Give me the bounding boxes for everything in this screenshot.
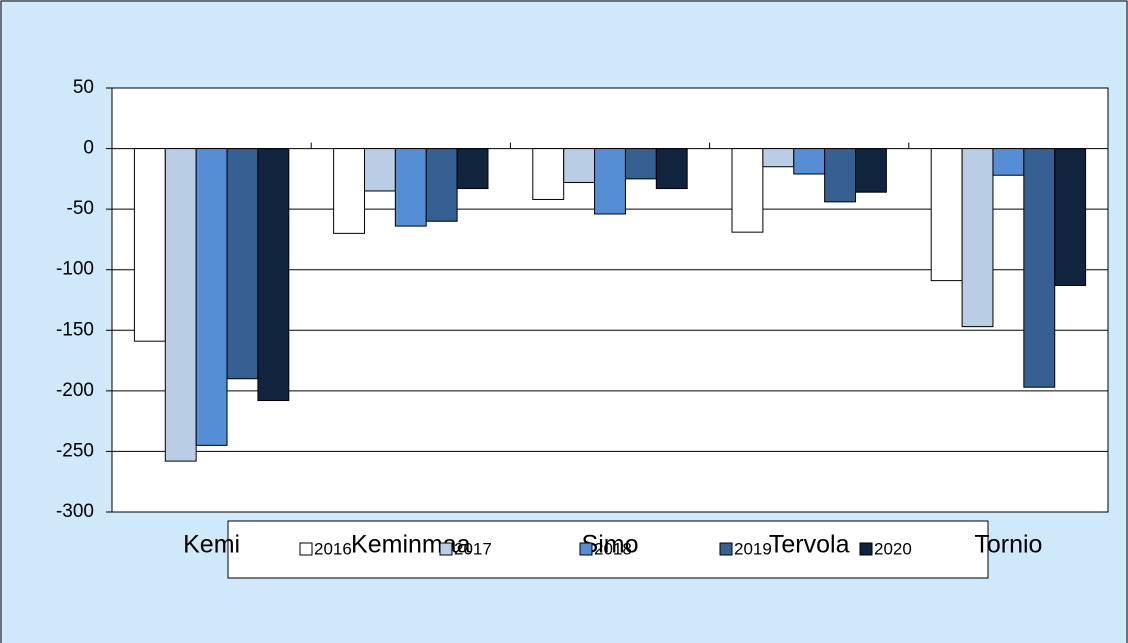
- bar: [1054, 148, 1087, 286]
- y-tick-label: -50: [67, 198, 94, 219]
- bar: [624, 148, 657, 180]
- bar: [456, 148, 489, 190]
- legend-marker: [859, 542, 873, 556]
- legend-label: 2020: [874, 539, 912, 558]
- legend-marker: [579, 542, 593, 556]
- bar: [164, 148, 197, 462]
- bar: [257, 148, 290, 402]
- x-tick-label: Keminmaa: [351, 531, 471, 559]
- x-tick-label: Kemi: [183, 531, 240, 559]
- bar: [731, 148, 764, 233]
- x-tick-label: Tervola: [769, 531, 850, 559]
- bar: [333, 148, 365, 234]
- bar: [394, 148, 427, 227]
- y-tick-label: -150: [56, 319, 94, 340]
- y-tick-label: 0: [83, 138, 94, 159]
- bar: [594, 148, 626, 215]
- bar: [226, 148, 259, 380]
- legend-marker: [439, 542, 453, 556]
- legend-marker: [299, 542, 313, 556]
- legend-label: 2016: [314, 539, 352, 558]
- legend-marker: [719, 542, 733, 556]
- bar: [930, 148, 963, 282]
- bar: [425, 148, 458, 222]
- bar: [855, 148, 887, 193]
- y-tick-label: -300: [56, 501, 94, 522]
- y-tick-label: -200: [56, 380, 94, 401]
- y-tick-label: -100: [56, 259, 94, 280]
- bar: [133, 148, 166, 342]
- y-tick-label: 50: [73, 77, 94, 98]
- y-tick-label: -250: [56, 440, 94, 461]
- bar: [824, 148, 857, 203]
- legend-label: 2018: [594, 539, 632, 558]
- bar: [363, 148, 396, 192]
- bar: [563, 148, 596, 183]
- bar: [961, 148, 994, 328]
- bar: [1023, 148, 1056, 388]
- bar: [762, 148, 795, 168]
- bar: [793, 148, 826, 175]
- bar: [532, 148, 565, 200]
- bar: [992, 148, 1025, 176]
- legend-label: 2019: [734, 539, 772, 558]
- bar: [195, 148, 228, 446]
- bar: [655, 148, 688, 190]
- x-tick-label: Tornio: [974, 531, 1042, 559]
- legend-label: 2017: [454, 539, 492, 558]
